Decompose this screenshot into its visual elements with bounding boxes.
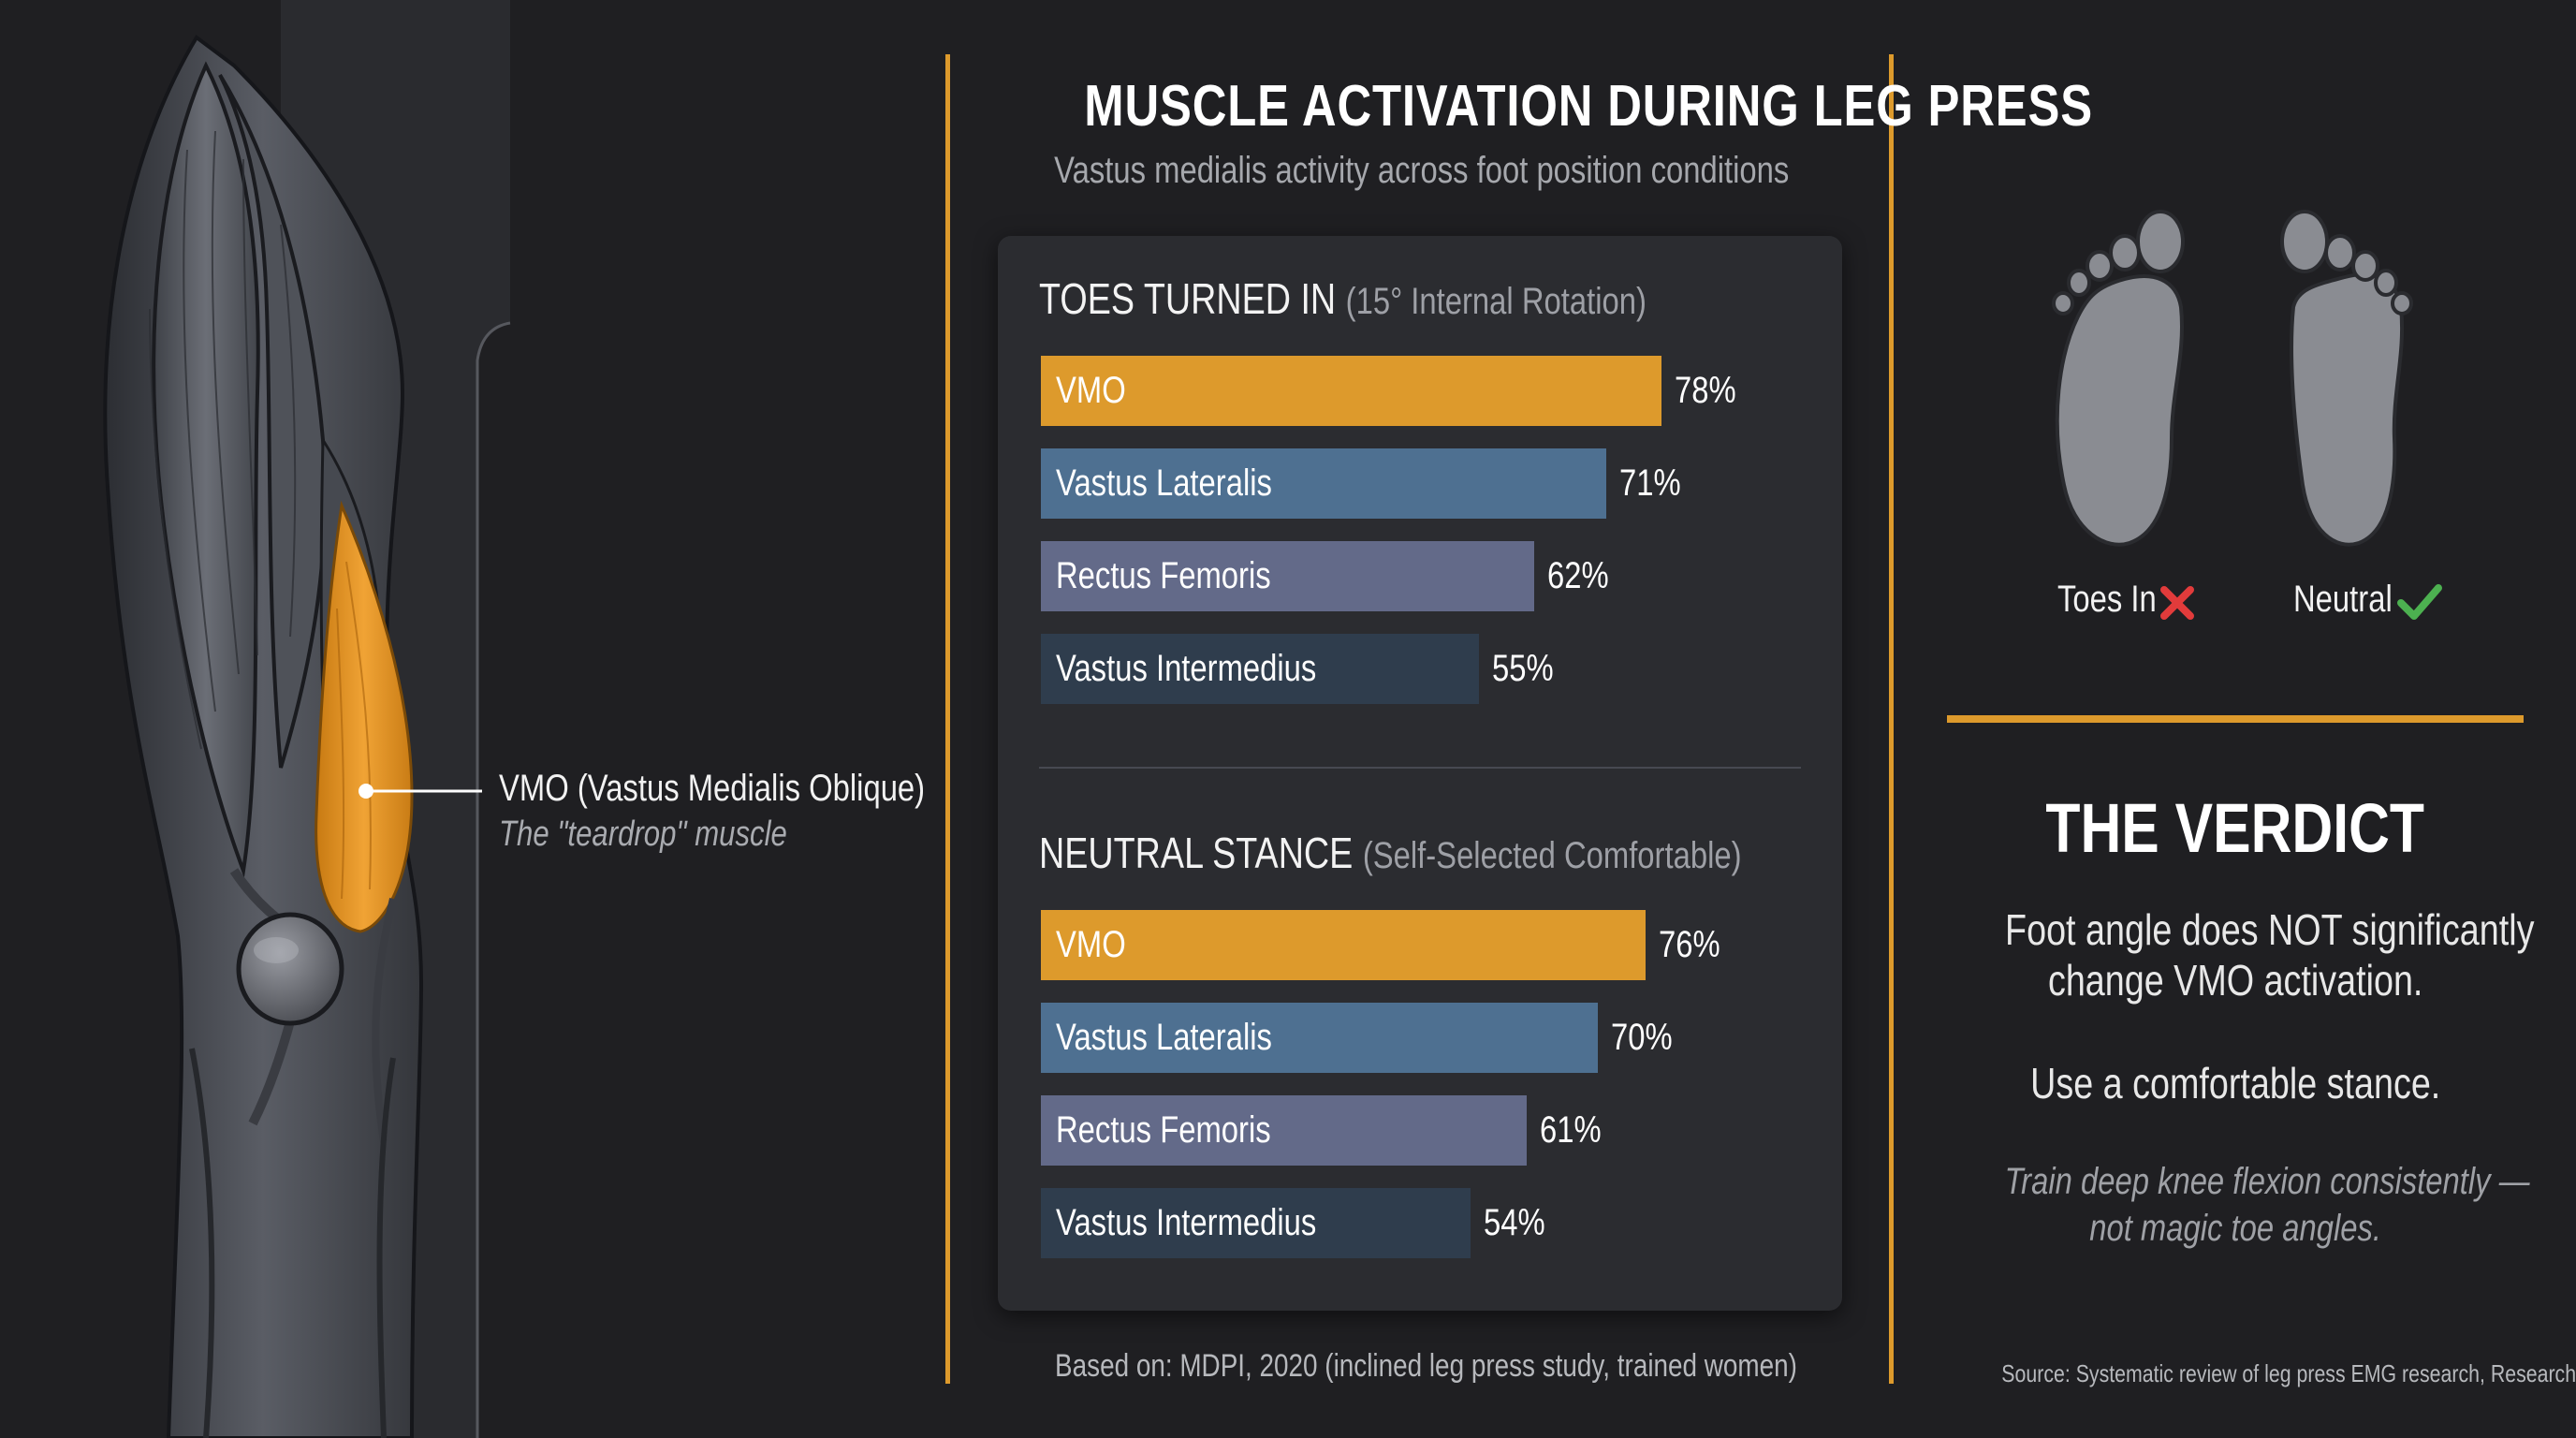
bar-label: VMO [1056, 370, 1126, 411]
verdict-title: THE VERDICT [2045, 789, 2425, 867]
foot-toes-in-icon [2052, 210, 2185, 547]
x-icon [2160, 586, 2194, 620]
bar-toes-in-vastus-intermedius: Vastus Intermedius [1041, 634, 1479, 704]
bar-toes-in-vastus-lateralis: Vastus Lateralis [1041, 448, 1606, 519]
bar-label: Rectus Femoris [1056, 1109, 1271, 1151]
group-qualifier-toes-in: (15° Internal Rotation) [1345, 281, 1647, 322]
panel-separator [1039, 767, 1801, 769]
bar-neutral-rectus-femoris: Rectus Femoris [1041, 1095, 1527, 1166]
vmo-callout-title: VMO (Vastus Medialis Oblique) [499, 768, 926, 809]
left-divider [945, 54, 950, 1384]
bar-value-label: 54% [1484, 1202, 1545, 1243]
bar-value-label: 70% [1611, 1017, 1673, 1058]
bar-value-label: 78% [1675, 370, 1736, 411]
vmo-muscle-highlight [315, 500, 414, 933]
chart-title: MUSCLE ACTIVATION DURING LEG PRESS [1084, 74, 2093, 139]
foot-label-toes-in: Toes In [2057, 579, 2157, 620]
bar-label: Vastus Lateralis [1056, 1017, 1272, 1058]
bar-neutral-vmo: VMO [1041, 910, 1646, 980]
leg-illustration [103, 0, 511, 1438]
bar-label: Vastus Intermedius [1056, 1202, 1317, 1243]
verdict-note-1: Train deep knee flexion consistently — [2004, 1161, 2530, 1202]
bar-label: Vastus Intermedius [1056, 648, 1317, 689]
bar-toes-in-rectus-femoris: Rectus Femoris [1041, 541, 1534, 611]
verdict-line-1: Foot angle does NOT significantly [2005, 905, 2535, 954]
bar-label: Rectus Femoris [1056, 555, 1271, 596]
chart-source: Based on: MDPI, 2020 (inclined leg press… [1055, 1348, 1797, 1384]
bar-value-label: 76% [1659, 924, 1720, 965]
bar-value-label: 61% [1539, 1109, 1602, 1151]
kneecap [236, 912, 344, 1026]
group-title-toes-in: TOES TURNED IN (15° Internal Rotation) [1039, 274, 1647, 323]
bar-toes-in-vmo: VMO [1041, 356, 1661, 426]
bar-neutral-vastus-intermedius: Vastus Intermedius [1041, 1188, 1471, 1258]
verdict-divider [1947, 715, 2524, 723]
bar-neutral-vastus-lateralis: Vastus Lateralis [1041, 1003, 1598, 1073]
verdict-line-3: Use a comfortable stance. [2029, 1059, 2441, 1108]
group-qualifier-neutral: (Self-Selected Comfortable) [1362, 835, 1742, 876]
bar-label: VMO [1056, 924, 1126, 965]
bar-value-label: 55% [1491, 648, 1554, 689]
bar-value-label: 71% [1618, 462, 1681, 504]
check-icon [2397, 584, 2442, 620]
group-title-neutral: NEUTRAL STANCE (Self-Selected Comfortabl… [1039, 829, 1742, 877]
verdict-line-2: change VMO activation. [2047, 956, 2423, 1005]
foot-label-neutral: Neutral [2293, 579, 2393, 620]
verdict-source: Source: Systematic review of leg press E… [2001, 1359, 2576, 1387]
bar-value-label: 62% [1547, 555, 1609, 596]
chart-subtitle: Vastus medialis activity across foot pos… [1054, 150, 1790, 191]
bar-label: Vastus Lateralis [1056, 462, 1272, 504]
right-divider [1889, 54, 1894, 1384]
verdict-note-2: not magic toe angles. [2089, 1208, 2381, 1249]
foot-neutral-icon [2280, 210, 2413, 547]
vmo-callout-subtitle: The "teardrop" muscle [499, 814, 787, 854]
